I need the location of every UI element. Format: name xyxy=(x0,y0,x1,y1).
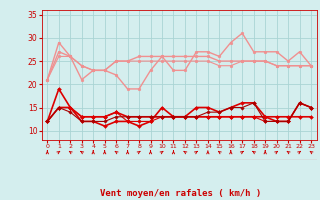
Text: Vent moyen/en rafales ( km/h ): Vent moyen/en rafales ( km/h ) xyxy=(100,189,261,198)
